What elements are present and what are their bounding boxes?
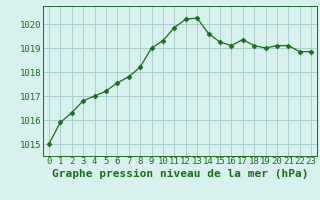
X-axis label: Graphe pression niveau de la mer (hPa): Graphe pression niveau de la mer (hPa)	[52, 169, 308, 179]
